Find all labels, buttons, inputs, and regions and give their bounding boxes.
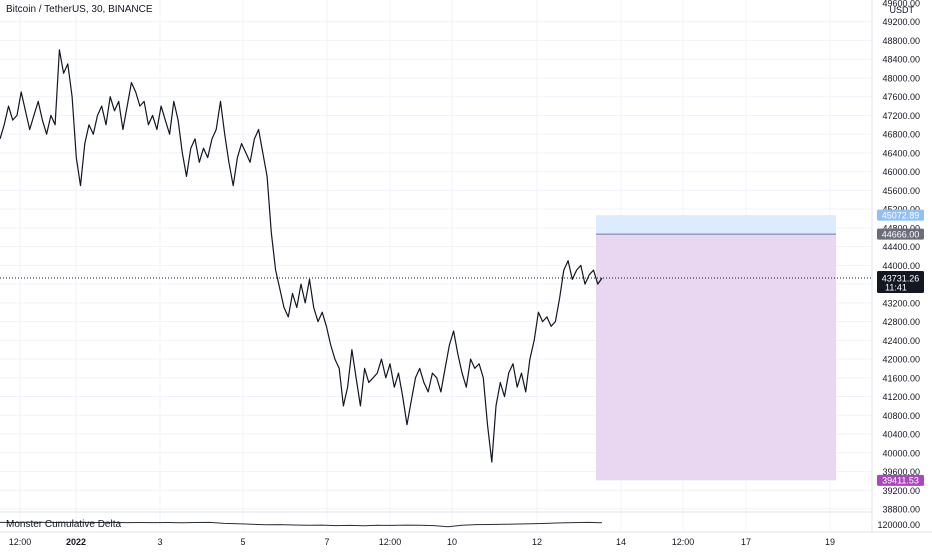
entry-price-badge: 44666.00 (882, 229, 920, 239)
last-price-badge-bg (877, 270, 924, 293)
target-price-badge-bg (877, 209, 924, 221)
y-tick-label: 48000.00 (882, 73, 920, 83)
indicator-line (0, 521, 603, 528)
y-tick-label: 39200.00 (882, 486, 920, 496)
y-tick-label: 42800.00 (882, 317, 920, 327)
entry-price-badge-bg (877, 228, 924, 240)
chart-title: Bitcoin / TetherUS, 30, BINANCE (6, 4, 153, 15)
y-tick-label: 47600.00 (882, 92, 920, 102)
countdown-label: 11:41 (885, 282, 907, 292)
y-tick-label: 38800.00 (882, 505, 920, 515)
x-tick-label: 12 (532, 537, 542, 547)
currency-label: USDT (890, 5, 915, 15)
stop-zone (596, 234, 836, 481)
y-tick-label: 39600.00 (882, 467, 920, 477)
x-tick-label: 5 (240, 537, 245, 547)
y-tick-label: 40400.00 (882, 430, 920, 440)
y-tick-label: 41600.00 (882, 373, 920, 383)
y-tick-label: 44800.00 (882, 223, 920, 233)
indicator-tick-label: 120000.00 (877, 520, 920, 530)
y-tick-label: 40000.00 (882, 448, 920, 458)
x-tick-label: 12:00 (9, 537, 32, 547)
y-tick-label: 46800.00 (882, 130, 920, 140)
x-tick-label: 2022 (66, 537, 86, 547)
y-tick-label: 43200.00 (882, 298, 920, 308)
y-tick-label: 46400.00 (882, 148, 920, 158)
y-tick-label: 49600.00 (882, 0, 920, 9)
y-tick-label: 44400.00 (882, 242, 920, 252)
y-tick-label: 46000.00 (882, 167, 920, 177)
stop-price-badge-bg (877, 474, 924, 486)
y-tick-label: 41200.00 (882, 392, 920, 402)
y-tick-label: 47200.00 (882, 111, 920, 121)
x-tick-label: 14 (616, 537, 626, 547)
target-zone (596, 215, 836, 235)
y-tick-label: 45600.00 (882, 186, 920, 196)
y-tick-label: 49200.00 (882, 17, 920, 27)
y-tick-label: 48800.00 (882, 36, 920, 46)
x-tick-label: 3 (157, 537, 162, 547)
y-tick-label: 48400.00 (882, 55, 920, 65)
x-tick-label: 19 (825, 537, 835, 547)
last-price-badge: 43731.26 (882, 273, 920, 283)
x-tick-label: 10 (447, 537, 457, 547)
x-tick-label: 12:00 (672, 537, 695, 547)
stop-price-badge: 39411.53 (882, 476, 919, 486)
target-price-badge: 45072.89 (882, 210, 920, 220)
y-tick-label: 42000.00 (882, 355, 920, 365)
y-tick-label: 44000.00 (882, 261, 920, 271)
x-tick-label: 17 (741, 537, 751, 547)
x-tick-label: 12:00 (379, 537, 402, 547)
y-tick-label: 42400.00 (882, 336, 920, 346)
x-tick-label: 7 (324, 537, 329, 547)
price-series-line (0, 49, 603, 463)
indicator-name: Monster Cumulative Delta (6, 519, 122, 530)
y-tick-label: 40800.00 (882, 411, 920, 421)
